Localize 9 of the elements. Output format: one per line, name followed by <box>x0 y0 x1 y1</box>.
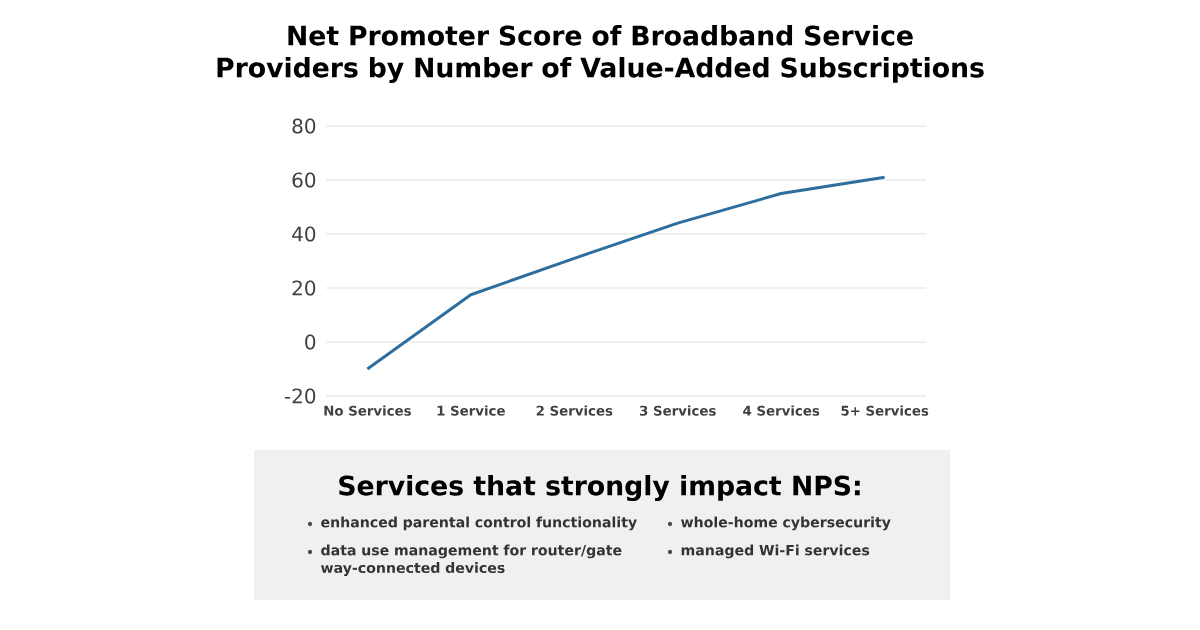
y-tick-label: 0 <box>305 334 316 350</box>
y-tick-label: 80 <box>292 118 316 134</box>
y-tick-label: -20 <box>284 388 316 404</box>
text: Services that strongly impact NPS: <box>339 474 860 502</box>
line-series <box>365 175 887 371</box>
y-tick-label: 40 <box>292 226 316 242</box>
chart-title: Net Promoter Score of Broadband Service Providers by Number of Value-Added Subscriptions <box>217 24 984 84</box>
y-tick-label: 60 <box>292 172 316 188</box>
y-tick-label: 20 <box>292 280 316 296</box>
